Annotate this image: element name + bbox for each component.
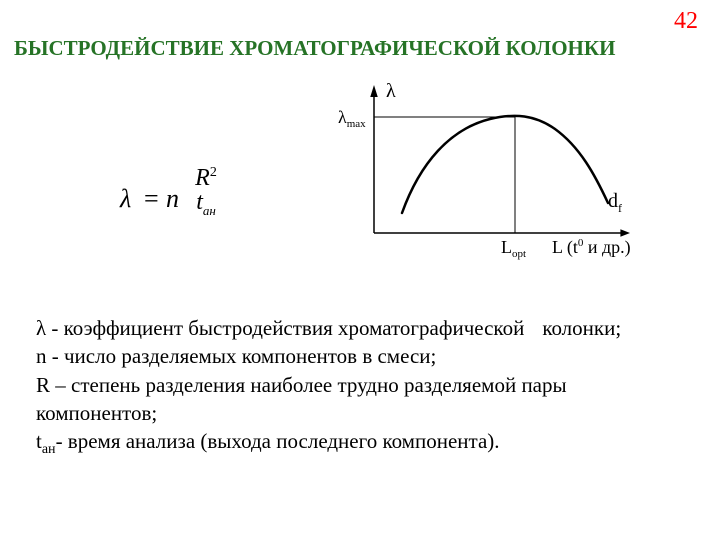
formula-t: t	[196, 189, 203, 215]
formula-n: n	[166, 184, 179, 214]
svg-text:Lopt: Lopt	[501, 237, 526, 260]
formula-t-sub: ан	[203, 203, 216, 218]
def-lambda-b: колонки;	[542, 316, 621, 340]
def-n: n - число разделяемых компонентов в смес…	[36, 342, 690, 370]
svg-text:λmax: λmax	[338, 107, 366, 130]
formula-numerator: R2	[195, 165, 217, 191]
def-t-sub: ан	[42, 443, 56, 458]
def-R: R – степень разделения наиболее трудно р…	[36, 371, 690, 428]
page-number: 42	[674, 8, 698, 35]
def-lambda: λ - коэффициент быстродействия хроматогр…	[36, 314, 690, 342]
def-t-tail: - время анализа (выхода последнего компо…	[56, 429, 500, 453]
chart-svg: λλmaxLoptdfL (t0 и др.)	[330, 85, 640, 285]
definitions-block: λ - коэффициент быстродействия хроматогр…	[36, 314, 690, 460]
efficiency-chart: λλmaxLoptdfL (t0 и др.)	[330, 85, 640, 285]
svg-text:df: df	[608, 190, 622, 215]
lambda-formula: λ = n R2 tан	[120, 160, 300, 240]
formula-equals: =	[144, 184, 159, 214]
svg-text:λ: λ	[386, 80, 396, 102]
formula-denominator: tан	[196, 189, 216, 215]
def-lambda-a: λ - коэффициент быстродействия хроматогр…	[36, 316, 524, 340]
slide: 42 БЫСТРОДЕЙСТВИЕ ХРОМАТОГРАФИЧЕСКОЙ КОЛ…	[0, 0, 720, 540]
formula-lambda: λ	[120, 184, 131, 214]
def-t: tан- время анализа (выхода последнего ко…	[36, 427, 690, 460]
formula-R: R	[195, 165, 210, 191]
svg-text:L (t0 и др.): L (t0 и др.)	[552, 237, 631, 258]
slide-title: БЫСТРОДЕЙСТВИЕ ХРОМАТОГРАФИЧЕСКОЙ КОЛОНК…	[14, 36, 706, 61]
formula-fraction: R2 tан	[186, 166, 226, 217]
formula-R-exp: 2	[210, 165, 217, 180]
